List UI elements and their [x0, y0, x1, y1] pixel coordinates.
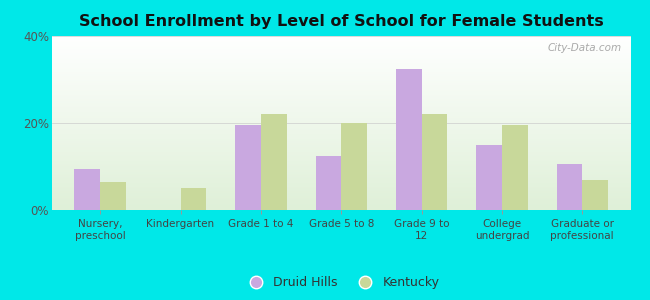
Bar [100, 182, 126, 210]
Bar [235, 125, 261, 210]
Bar [315, 156, 341, 210]
Bar [422, 114, 447, 210]
Title: School Enrollment by Level of School for Female Students: School Enrollment by Level of School for… [79, 14, 604, 29]
Bar [341, 123, 367, 210]
Bar [502, 125, 528, 210]
Legend: Druid Hills, Kentucky: Druid Hills, Kentucky [238, 271, 445, 294]
Bar [556, 164, 582, 210]
Bar [181, 188, 206, 210]
Text: City-Data.com: City-Data.com [548, 43, 622, 53]
Bar [582, 179, 608, 210]
Bar [476, 145, 502, 210]
Bar [396, 69, 422, 210]
Bar [75, 169, 100, 210]
Bar [261, 114, 287, 210]
